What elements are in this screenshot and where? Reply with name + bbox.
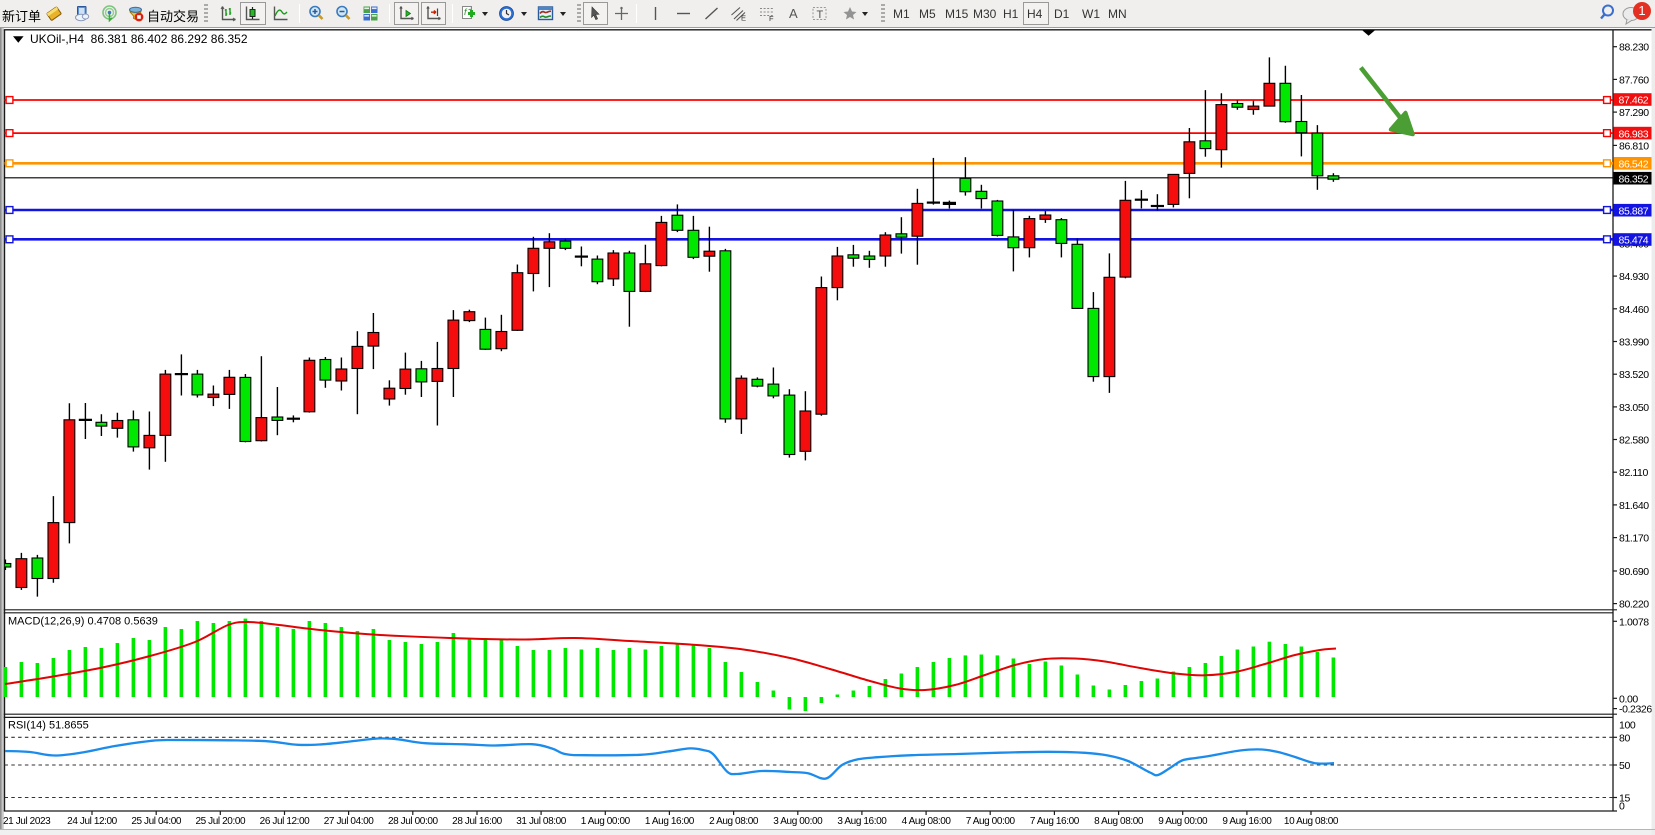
svg-text:84.930: 84.930 bbox=[1619, 271, 1649, 283]
svg-text:86.542: 86.542 bbox=[1619, 159, 1649, 171]
svg-text:80.220: 80.220 bbox=[1619, 599, 1649, 611]
svg-text:83.050: 83.050 bbox=[1619, 402, 1649, 414]
svg-text:31 Jul 08:00: 31 Jul 08:00 bbox=[516, 816, 567, 827]
svg-text:82.110: 82.110 bbox=[1619, 467, 1648, 479]
svg-text:T: T bbox=[817, 9, 824, 21]
svg-text:28 Jul 16:00: 28 Jul 16:00 bbox=[452, 816, 503, 827]
svg-text:1 Aug 00:00: 1 Aug 00:00 bbox=[581, 816, 631, 827]
svg-text:82.580: 82.580 bbox=[1619, 435, 1649, 447]
svg-text:RSI(14) 51.8655: RSI(14) 51.8655 bbox=[8, 720, 89, 732]
svg-text:9 Aug 00:00: 9 Aug 00:00 bbox=[1158, 816, 1208, 827]
svg-text:21 Jul 2023: 21 Jul 2023 bbox=[3, 816, 51, 827]
svg-text:86.352: 86.352 bbox=[1619, 173, 1649, 185]
svg-text:28 Jul 00:00: 28 Jul 00:00 bbox=[388, 816, 439, 827]
svg-text:81.640: 81.640 bbox=[1619, 500, 1649, 512]
svg-text:100: 100 bbox=[1619, 720, 1636, 732]
svg-text:85.887: 85.887 bbox=[1619, 205, 1649, 217]
svg-text:25 Jul 04:00: 25 Jul 04:00 bbox=[131, 816, 182, 827]
svg-text:26 Jul 12:00: 26 Jul 12:00 bbox=[260, 816, 311, 827]
svg-text:8 Aug 08:00: 8 Aug 08:00 bbox=[1094, 816, 1144, 827]
svg-text:27 Jul 04:00: 27 Jul 04:00 bbox=[324, 816, 375, 827]
svg-text:3 Aug 16:00: 3 Aug 16:00 bbox=[837, 816, 887, 827]
svg-text:80.690: 80.690 bbox=[1619, 566, 1649, 578]
svg-text:2 Aug 08:00: 2 Aug 08:00 bbox=[709, 816, 759, 827]
svg-text:84.460: 84.460 bbox=[1619, 304, 1649, 316]
svg-text:50: 50 bbox=[1619, 760, 1630, 772]
svg-text:f: f bbox=[464, 7, 468, 17]
svg-text:86.983: 86.983 bbox=[1619, 128, 1649, 140]
svg-text:87.462: 87.462 bbox=[1619, 95, 1649, 107]
svg-text:A: A bbox=[789, 6, 798, 21]
svg-text:87.290: 87.290 bbox=[1619, 107, 1649, 119]
svg-text:7 Aug 00:00: 7 Aug 00:00 bbox=[966, 816, 1016, 827]
svg-text:80: 80 bbox=[1619, 732, 1630, 744]
svg-text:0: 0 bbox=[1619, 800, 1625, 812]
svg-text:25 Jul 20:00: 25 Jul 20:00 bbox=[195, 816, 246, 827]
svg-text:15: 15 bbox=[1619, 793, 1630, 805]
svg-text:10 Aug 08:00: 10 Aug 08:00 bbox=[1284, 816, 1339, 827]
svg-text:83.520: 83.520 bbox=[1619, 369, 1649, 381]
svg-text:MACD(12,26,9) 0.4708 0.5639: MACD(12,26,9) 0.4708 0.5639 bbox=[8, 616, 158, 628]
svg-text:3 Aug 00:00: 3 Aug 00:00 bbox=[773, 816, 823, 827]
svg-text:1.0078: 1.0078 bbox=[1619, 616, 1649, 628]
svg-text:86.810: 86.810 bbox=[1619, 140, 1649, 152]
svg-text:83.990: 83.990 bbox=[1619, 337, 1649, 349]
svg-text:-0.2326: -0.2326 bbox=[1619, 704, 1652, 716]
svg-text:88.230: 88.230 bbox=[1619, 42, 1649, 54]
svg-text:7 Aug 16:00: 7 Aug 16:00 bbox=[1030, 816, 1080, 827]
svg-text:85.474: 85.474 bbox=[1619, 235, 1649, 247]
svg-text:E: E bbox=[741, 14, 746, 23]
svg-text:81.170: 81.170 bbox=[1619, 533, 1649, 545]
svg-text:F: F bbox=[769, 14, 774, 22]
svg-text:9 Aug 16:00: 9 Aug 16:00 bbox=[1222, 816, 1272, 827]
svg-text:87.760: 87.760 bbox=[1619, 74, 1649, 86]
svg-text:0.00: 0.00 bbox=[1619, 693, 1638, 705]
svg-text:24 Jul 12:00: 24 Jul 12:00 bbox=[67, 816, 118, 827]
svg-text:4 Aug 08:00: 4 Aug 08:00 bbox=[902, 816, 952, 827]
svg-text:1 Aug 16:00: 1 Aug 16:00 bbox=[645, 816, 695, 827]
svg-text:UKOil-,H4 86.381 86.402 86.29: UKOil-,H4 86.381 86.402 86.292 86.352 bbox=[30, 32, 248, 46]
